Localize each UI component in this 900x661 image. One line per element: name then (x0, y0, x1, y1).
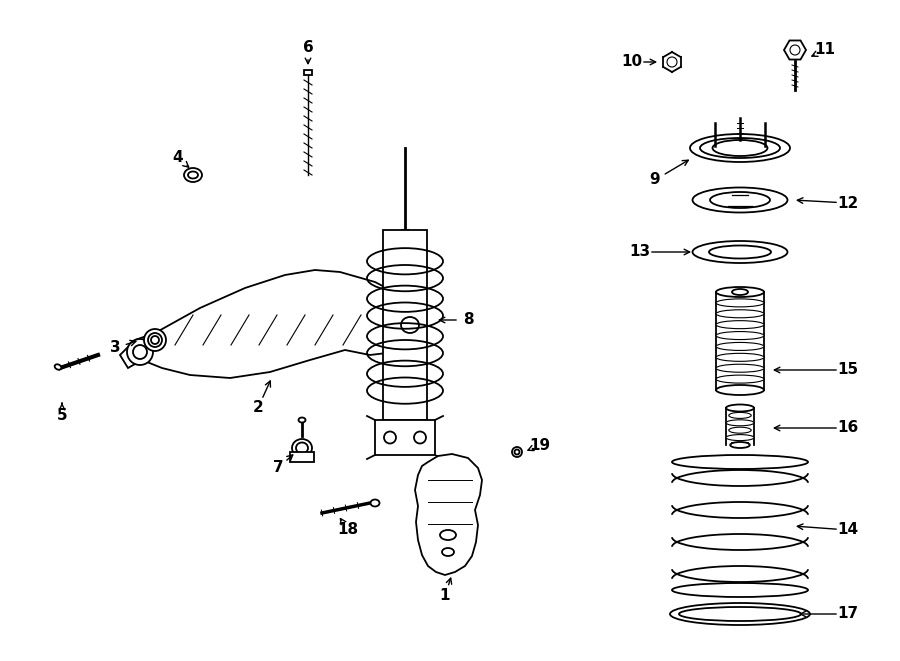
Ellipse shape (700, 138, 780, 158)
Text: 15: 15 (837, 362, 859, 377)
Text: 8: 8 (463, 313, 473, 327)
Ellipse shape (670, 603, 810, 625)
Ellipse shape (729, 427, 751, 433)
Text: 1: 1 (440, 588, 450, 603)
Ellipse shape (401, 317, 419, 333)
Ellipse shape (299, 418, 305, 422)
Ellipse shape (692, 188, 788, 212)
Ellipse shape (726, 405, 754, 412)
Text: 16: 16 (837, 420, 859, 436)
Polygon shape (415, 454, 482, 575)
Bar (383, 230, 427, 420)
Ellipse shape (672, 455, 808, 469)
Ellipse shape (371, 500, 380, 506)
Ellipse shape (512, 447, 522, 457)
Ellipse shape (151, 336, 159, 344)
Ellipse shape (690, 134, 790, 162)
Text: 5: 5 (57, 407, 68, 422)
Ellipse shape (716, 354, 764, 362)
Ellipse shape (716, 287, 764, 297)
Ellipse shape (672, 583, 808, 597)
Text: 19: 19 (529, 438, 551, 453)
Ellipse shape (716, 299, 764, 307)
Ellipse shape (292, 439, 312, 457)
Text: 2: 2 (253, 401, 264, 416)
Ellipse shape (709, 245, 771, 258)
Ellipse shape (679, 607, 801, 621)
Ellipse shape (440, 530, 456, 540)
Bar (304, 70, 312, 75)
Ellipse shape (716, 364, 764, 372)
Ellipse shape (729, 412, 751, 418)
Text: 13: 13 (629, 245, 651, 260)
Ellipse shape (726, 420, 754, 426)
Ellipse shape (188, 171, 198, 178)
Ellipse shape (716, 332, 764, 340)
Ellipse shape (127, 339, 153, 365)
Text: 9: 9 (650, 173, 661, 188)
Text: 6: 6 (302, 40, 313, 56)
Ellipse shape (414, 432, 426, 444)
Ellipse shape (716, 321, 764, 329)
Text: 10: 10 (621, 54, 643, 69)
Ellipse shape (515, 449, 519, 455)
Ellipse shape (716, 375, 764, 383)
Ellipse shape (692, 241, 788, 263)
Ellipse shape (716, 385, 764, 395)
Ellipse shape (184, 168, 202, 182)
Text: 14: 14 (837, 522, 859, 537)
Text: 4: 4 (173, 151, 184, 165)
Ellipse shape (148, 333, 162, 347)
Ellipse shape (726, 434, 754, 441)
Polygon shape (375, 420, 435, 455)
Ellipse shape (133, 345, 147, 359)
Polygon shape (120, 270, 418, 378)
Text: 3: 3 (110, 340, 121, 356)
Ellipse shape (730, 442, 750, 448)
Text: 12: 12 (837, 196, 859, 210)
Ellipse shape (716, 310, 764, 318)
Bar (290, 452, 314, 462)
Ellipse shape (55, 364, 61, 369)
Ellipse shape (716, 342, 764, 350)
Text: 18: 18 (338, 522, 358, 537)
Text: 11: 11 (814, 42, 835, 58)
Text: 7: 7 (273, 461, 284, 475)
Ellipse shape (442, 548, 454, 556)
Text: 17: 17 (837, 607, 859, 621)
Ellipse shape (144, 329, 166, 351)
Polygon shape (784, 40, 806, 59)
Ellipse shape (384, 432, 396, 444)
Ellipse shape (713, 140, 768, 156)
Ellipse shape (296, 442, 308, 453)
Ellipse shape (710, 192, 770, 208)
Ellipse shape (732, 289, 748, 295)
